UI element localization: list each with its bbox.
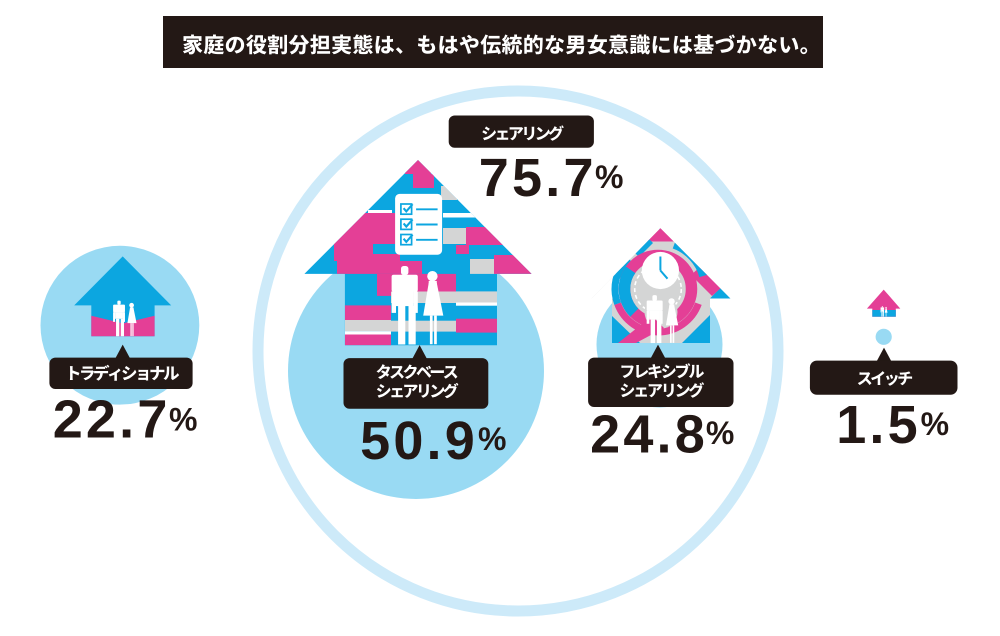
svg-text:1.5: 1.5	[836, 395, 921, 455]
svg-text:%: %	[478, 421, 506, 457]
svg-text:24.8: 24.8	[590, 405, 708, 465]
svg-text:22.7: 22.7	[53, 390, 171, 450]
svg-text:%: %	[595, 159, 623, 195]
svg-text:%: %	[169, 401, 197, 437]
svg-text:50.9: 50.9	[360, 411, 478, 471]
svg-text:75.7: 75.7	[479, 148, 597, 208]
svg-text:%: %	[921, 406, 949, 442]
svg-text:%: %	[706, 415, 734, 451]
